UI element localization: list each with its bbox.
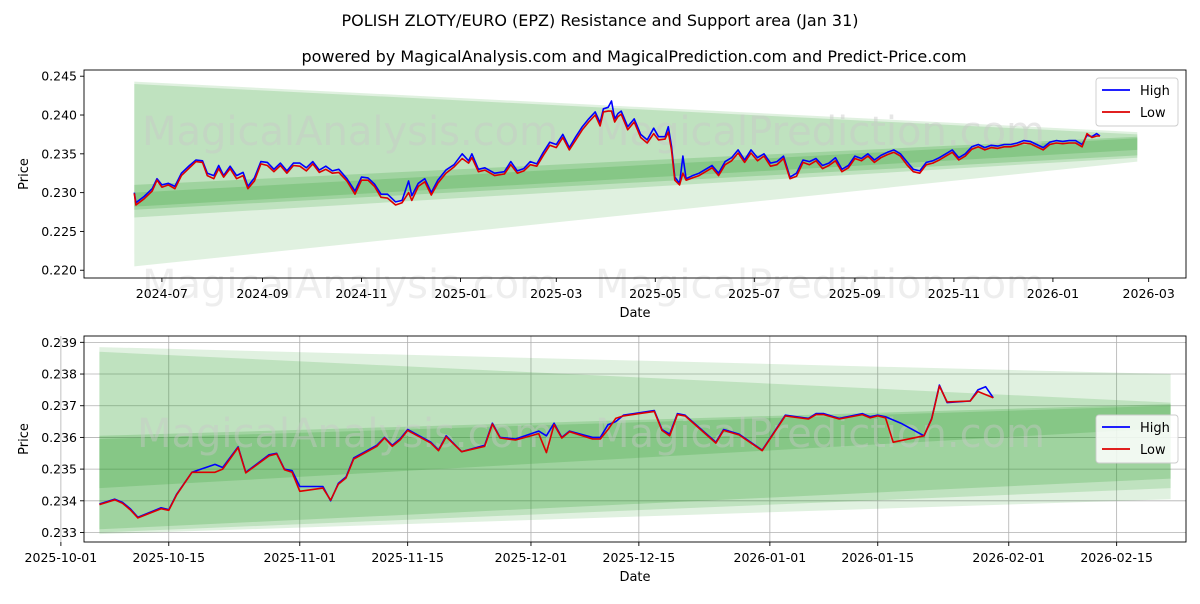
x-tick-label: 2025-11 [928, 286, 980, 301]
legend-label-high: High [1140, 84, 1170, 99]
chart-title: POLISH ZLOTY/EURO (EPZ) Resistance and S… [341, 11, 858, 30]
support-resistance-band [99, 405, 1171, 530]
x-tick-label: 2025-07 [728, 286, 780, 301]
top-chart-panel: MagicalAnalysis.com MagicalPrediction.com… [17, 69, 1187, 321]
legend: High Low [1095, 77, 1179, 127]
axes-frame [83, 69, 1187, 279]
support-resistance-band [134, 81, 1138, 267]
bottom-chart-panel: MagicalAnalysis.com MagicalPrediction.com… [17, 335, 1187, 585]
support-resistance-band [134, 138, 1138, 210]
y-axis-label: Price [17, 158, 32, 190]
series-line-low [99, 385, 994, 519]
chart-subtitle: powered by MagicalAnalysis.com and Magic… [301, 47, 966, 66]
x-tick-label: 2025-03 [530, 286, 582, 301]
watermark-text: MagicalAnalysis.com [142, 109, 558, 155]
watermark-text: MagicalPrediction.com [595, 411, 1045, 457]
y-tick-label: 0.220 [41, 263, 77, 278]
watermark-text: MagicalPrediction.com [595, 262, 1045, 308]
support-resistance-band [134, 84, 1138, 218]
x-tick-label: 2025-12-15 [603, 550, 676, 565]
y-axis-label: Price [17, 423, 32, 455]
legend-label-low: Low [1140, 443, 1166, 458]
x-tick-label: 2026-03 [1123, 286, 1175, 301]
x-tick-label: 2025-10-01 [25, 550, 98, 565]
y-tick-label: 0.233 [41, 525, 77, 540]
x-tick-label: 2025-12-01 [495, 550, 568, 565]
y-tick-label: 0.230 [41, 185, 77, 200]
series-line-low [133, 110, 1100, 206]
y-tick-label: 0.235 [41, 462, 77, 477]
y-tick-label: 0.235 [41, 146, 77, 161]
y-tick-label: 0.234 [41, 493, 77, 508]
watermark-text: MagicalPrediction.com [595, 109, 1045, 155]
support-resistance-band [99, 347, 1171, 535]
x-tick-label: 2025-05 [629, 286, 681, 301]
y-tick-label: 0.237 [41, 398, 77, 413]
y-tick-label: 0.239 [41, 335, 77, 350]
x-tick-label: 2025-01 [434, 286, 486, 301]
legend: High Low [1095, 414, 1179, 464]
x-tick-label: 2025-10-15 [132, 550, 205, 565]
x-axis-label: Date [619, 306, 650, 321]
y-tick-label: 0.236 [41, 430, 77, 445]
support-resistance-band [99, 351, 1171, 533]
watermark-text: MagicalAnalysis.com [142, 262, 558, 308]
y-tick-label: 0.238 [41, 367, 77, 382]
legend-label-high: High [1140, 421, 1170, 436]
y-tick-label: 0.245 [41, 69, 77, 84]
x-axis-label: Date [619, 570, 650, 585]
x-tick-label: 2026-01-15 [841, 550, 914, 565]
x-tick-label: 2025-09 [829, 286, 881, 301]
x-tick-label: 2026-01 [1027, 286, 1079, 301]
x-tick-label: 2024-11 [335, 286, 387, 301]
y-tick-label: 0.240 [41, 108, 77, 123]
x-tick-label: 2024-09 [236, 286, 288, 301]
x-tick-label: 2025-11-15 [371, 550, 444, 565]
x-tick-label: 2024-07 [136, 286, 188, 301]
watermark-text: MagicalAnalysis.com [137, 411, 553, 457]
y-tick-label: 0.225 [41, 224, 77, 239]
legend-label-low: Low [1140, 106, 1166, 121]
x-tick-label: 2026-02-01 [972, 550, 1045, 565]
axes-frame [83, 335, 1187, 543]
x-tick-label: 2025-11-01 [263, 550, 336, 565]
series-line-high [133, 100, 1101, 204]
x-tick-label: 2026-02-15 [1080, 550, 1153, 565]
x-tick-label: 2026-01-01 [734, 550, 807, 565]
